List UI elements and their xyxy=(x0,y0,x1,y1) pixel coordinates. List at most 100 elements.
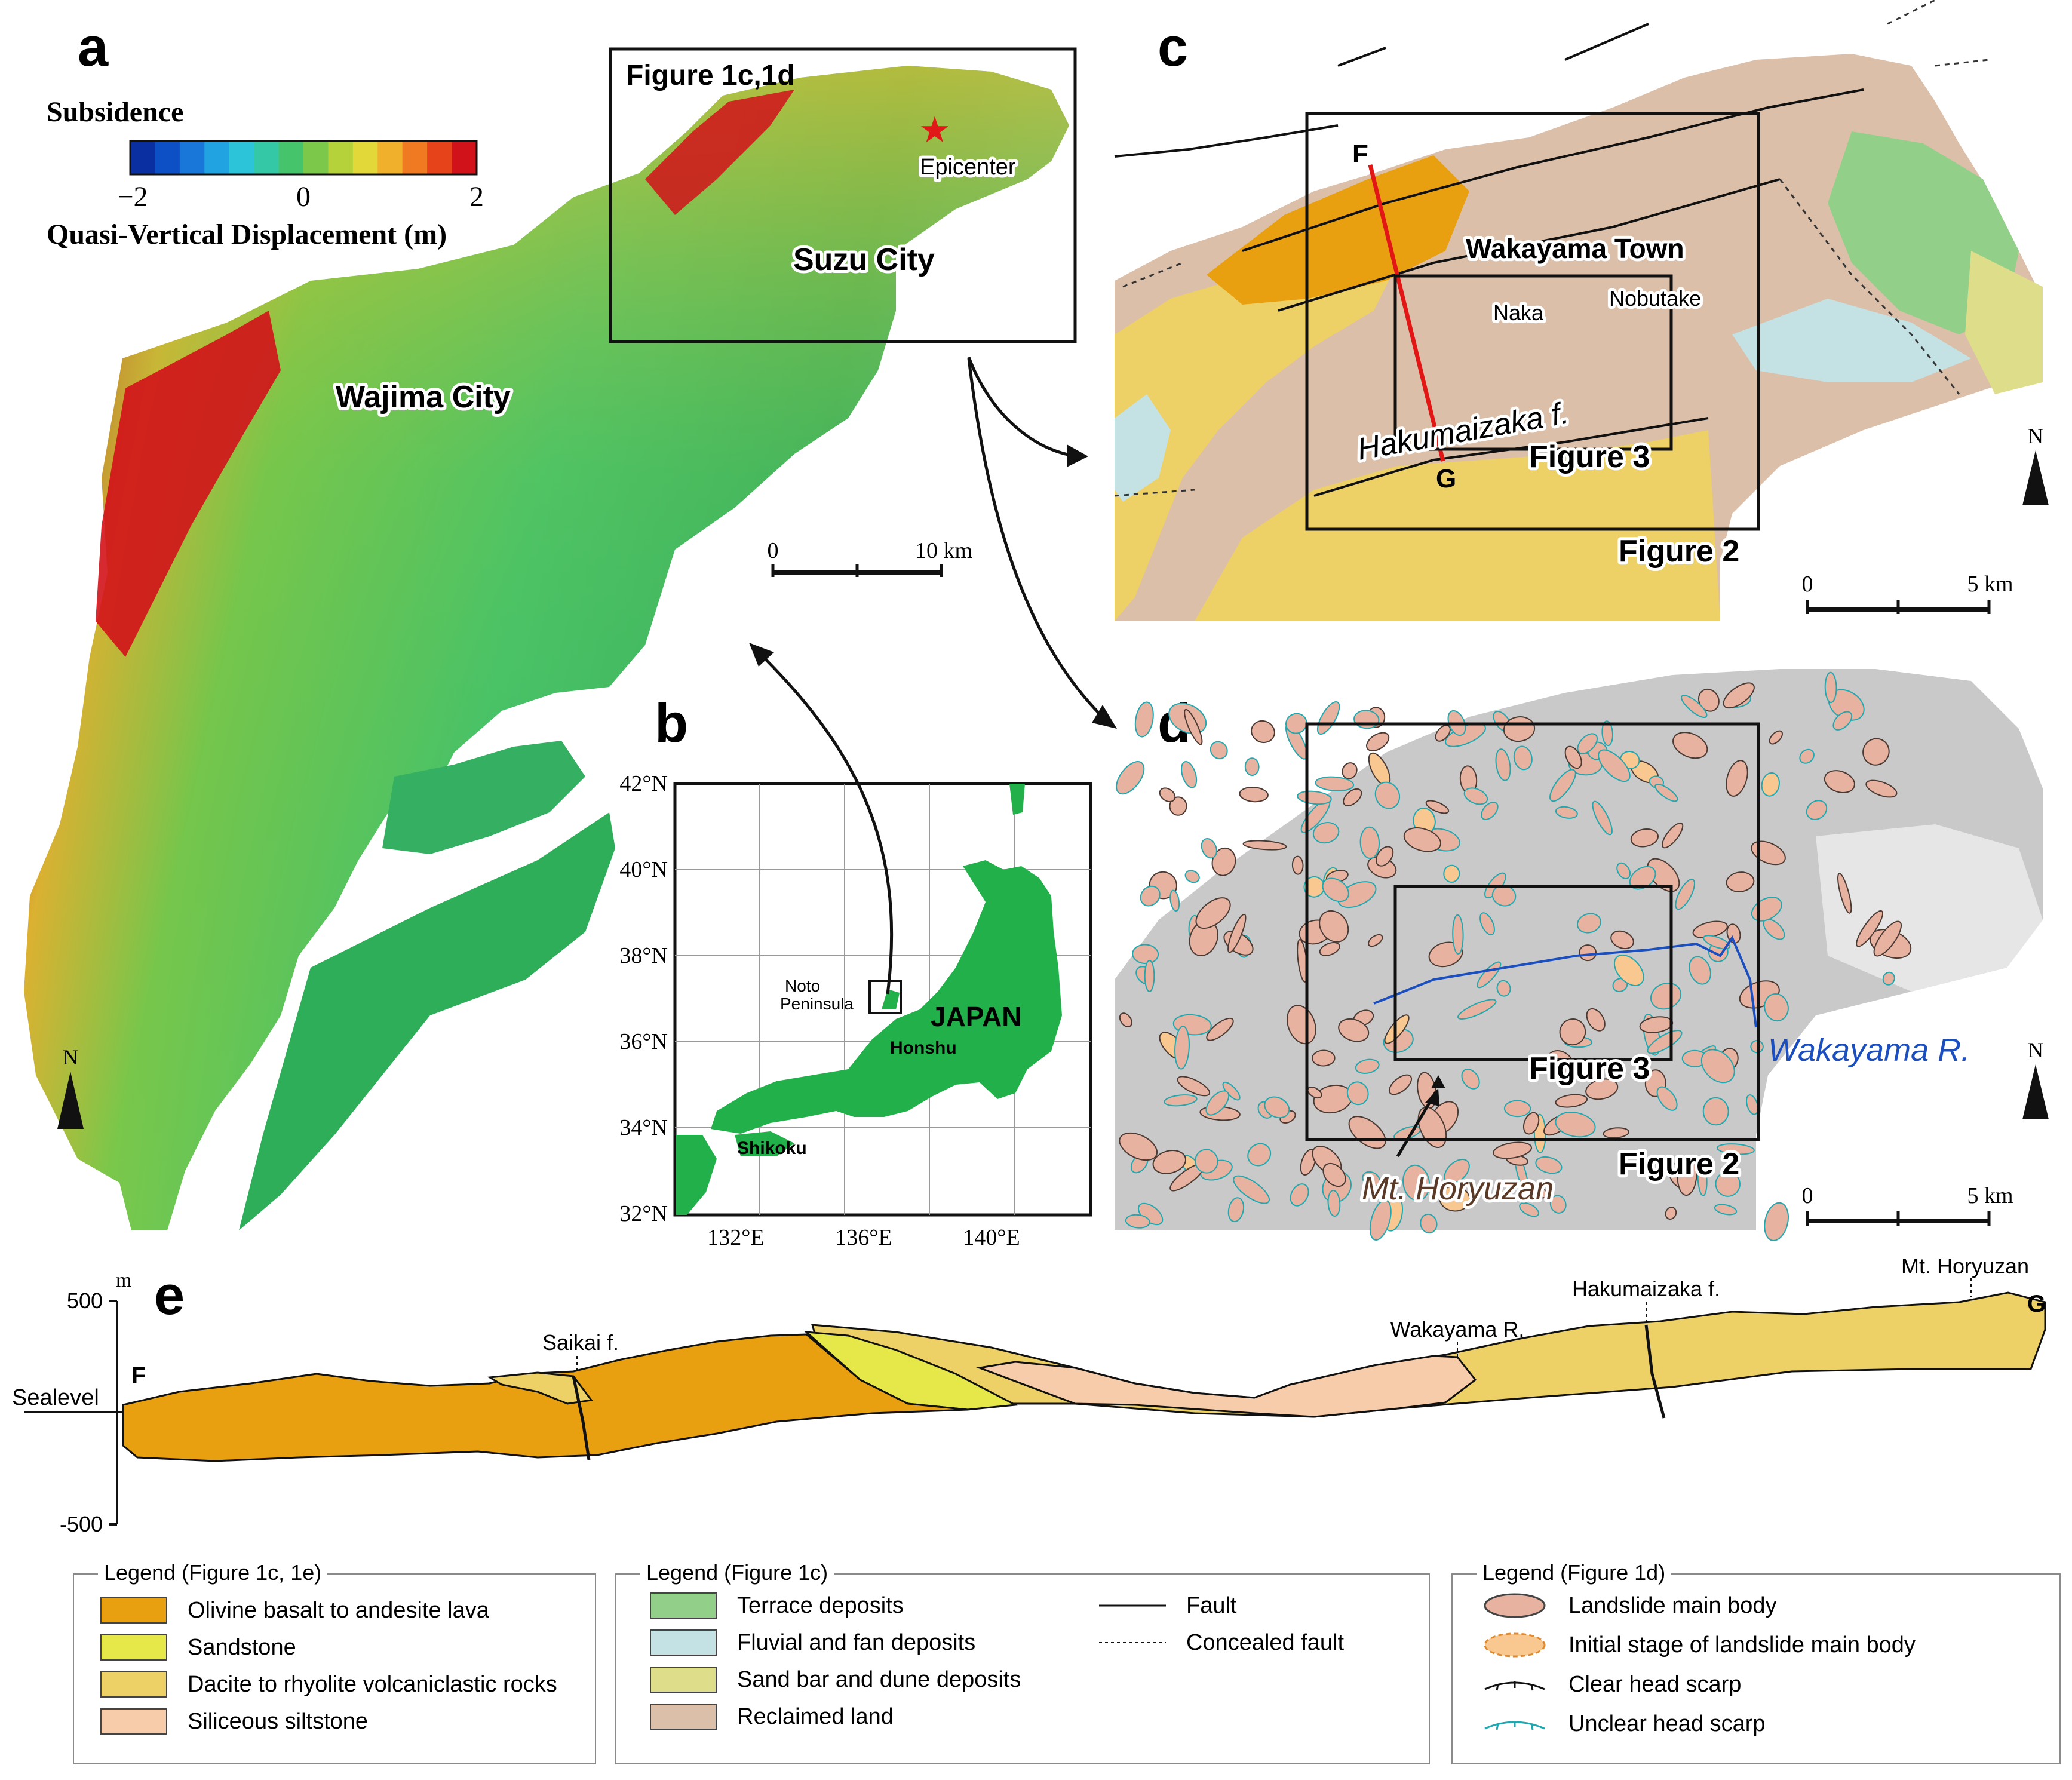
landslide-body xyxy=(1366,732,1390,751)
landslide-body xyxy=(1375,846,1394,867)
section-line-fg xyxy=(1368,164,1445,462)
landslide-body xyxy=(1342,762,1358,779)
landslide-body xyxy=(1125,1214,1150,1229)
landslide-body xyxy=(1824,770,1855,793)
colorbar-title: Subsidence xyxy=(47,96,183,128)
landslide-body xyxy=(1764,1202,1789,1241)
landslide-body xyxy=(1862,738,1890,766)
lon-ticks: 132°E 136°E 140°E xyxy=(707,1225,1020,1250)
landslide-body xyxy=(1264,1096,1290,1119)
svg-text:40°N: 40°N xyxy=(619,857,668,882)
landslide-body xyxy=(1716,1143,1755,1155)
figure3-frame-d xyxy=(1393,885,1673,1061)
landslide-body xyxy=(1327,1190,1341,1217)
landslide-body xyxy=(1247,1143,1272,1167)
city-label-suzu: Suzu City xyxy=(793,243,935,277)
landslide-body xyxy=(1322,1162,1346,1187)
landslide-body xyxy=(1882,971,1895,986)
figure2-frame-c xyxy=(1305,112,1760,531)
landslide-body xyxy=(1152,1150,1186,1174)
landslide-body xyxy=(1369,1199,1392,1241)
svg-text:32°N: 32°N xyxy=(619,1201,668,1226)
sand-bar-swatch xyxy=(650,1667,717,1693)
landslide-body xyxy=(1210,741,1228,760)
dacite-unit xyxy=(1115,257,1398,621)
landslide-body xyxy=(1205,1090,1230,1116)
colorbar-segment xyxy=(377,141,403,174)
landslide-body xyxy=(1417,1106,1447,1149)
summit-triangle-icon xyxy=(1431,1075,1445,1088)
landslide-body xyxy=(1140,885,1161,907)
north-arrow-icon xyxy=(2022,450,2049,505)
landslide-body xyxy=(1159,787,1176,803)
colorbar-tick-max: 2 xyxy=(469,181,484,213)
landslide-body xyxy=(1290,1183,1309,1207)
colorbar-segment xyxy=(229,141,254,174)
landslide-body xyxy=(1647,1030,1683,1054)
landslide-body xyxy=(1402,1164,1431,1201)
landslide-body xyxy=(1726,871,1755,892)
svg-text:Figure 2: Figure 2 xyxy=(1619,534,1739,569)
legend-item: Landslide main body xyxy=(1481,1592,1777,1619)
svg-text:42°N: 42°N xyxy=(619,771,668,796)
landslide-body xyxy=(1443,864,1460,883)
landslide-body xyxy=(1312,822,1340,844)
landslide-body xyxy=(1164,1094,1198,1107)
panel-letter-a: a xyxy=(78,17,109,78)
landslide-body xyxy=(1195,1149,1218,1174)
legend-item: Dacite to rhyolite volcaniclastic rocks xyxy=(100,1671,557,1698)
olivine-basalt-swatch xyxy=(100,1597,167,1624)
figure2-frame-d xyxy=(1305,722,1760,1141)
honshu-label: Honshu xyxy=(890,1038,957,1058)
panel-a: Figure 1c,1d ★ Epicenter Suzu City Wajim… xyxy=(24,17,1077,1230)
landslide-body xyxy=(1343,788,1362,806)
legend-item: Clear head scarp xyxy=(1481,1671,1741,1698)
svg-text:Mt. Horyuzan: Mt. Horyuzan xyxy=(1901,1254,2029,1278)
svg-text:N: N xyxy=(63,1045,78,1069)
fault-line-icon xyxy=(1099,1604,1166,1607)
legend-item: Reclaimed land xyxy=(650,1704,894,1730)
landslide-body xyxy=(1681,695,1708,718)
clear-scarp-icon xyxy=(1484,1681,1545,1691)
landslide-body xyxy=(1319,910,1349,943)
landslide-body xyxy=(1303,876,1325,898)
connector-arrows xyxy=(756,357,1110,995)
landslide-body xyxy=(1181,761,1198,788)
noto-inset-box xyxy=(868,980,902,1014)
svg-text:140°E: 140°E xyxy=(963,1225,1020,1250)
landslide-body xyxy=(1251,720,1275,744)
lat-ticks: 42°N 40°N 38°N 36°N 34°N 32°N xyxy=(619,771,668,1226)
landslide-body xyxy=(1513,745,1533,771)
landslide-body xyxy=(1865,779,1898,798)
colorbar-segment xyxy=(328,141,354,174)
terrace-swatch xyxy=(650,1592,717,1619)
saikai-fault xyxy=(572,1376,591,1460)
svg-text:Saikai f.: Saikai f. xyxy=(542,1330,619,1355)
panel-b: b Noto Peninsula JAPAN Honshu Shikoku 42… xyxy=(619,693,1092,1250)
colorbar-segment xyxy=(427,141,453,174)
landslide-body xyxy=(1481,802,1499,820)
landslide-body xyxy=(1384,1014,1410,1044)
svg-text:Figure 3: Figure 3 xyxy=(1529,1051,1650,1086)
landslide-body xyxy=(1316,701,1340,735)
landslide-body xyxy=(1244,757,1260,776)
svg-text:34°N: 34°N xyxy=(619,1115,668,1140)
landslide-body xyxy=(1300,1149,1316,1176)
landslide-body xyxy=(1675,879,1695,910)
svg-text:F: F xyxy=(1352,139,1368,168)
landslide-body xyxy=(1714,1204,1738,1216)
svg-text:N: N xyxy=(2028,1038,2043,1062)
legend-item: Olivine basalt to andesite lava xyxy=(100,1597,489,1624)
landslide-body xyxy=(1723,682,1755,709)
landslide-body xyxy=(1522,1181,1548,1199)
landslide-body xyxy=(1672,732,1708,759)
landslide-body xyxy=(1856,910,1884,947)
landslide-body xyxy=(1665,1207,1677,1220)
landslide-body xyxy=(1374,781,1401,809)
landslide-body xyxy=(1564,745,1582,769)
landslide-body xyxy=(1211,847,1236,876)
legend-item: Concealed fault xyxy=(1099,1629,1344,1656)
landslide-body xyxy=(1559,1018,1586,1046)
svg-text:38°N: 38°N xyxy=(619,943,668,968)
